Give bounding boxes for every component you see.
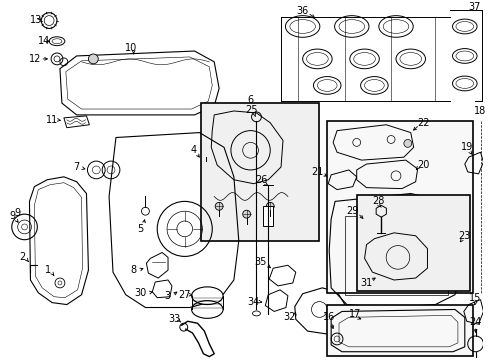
Text: 19: 19 xyxy=(460,142,472,152)
Circle shape xyxy=(88,54,98,64)
Text: 16: 16 xyxy=(323,312,335,322)
Bar xyxy=(263,206,273,226)
Text: 9: 9 xyxy=(10,211,16,221)
Text: 31: 31 xyxy=(360,278,372,288)
Circle shape xyxy=(266,202,274,210)
Circle shape xyxy=(215,202,223,210)
Text: 32: 32 xyxy=(283,312,295,322)
Text: 22: 22 xyxy=(416,118,429,128)
Text: 36: 36 xyxy=(296,6,308,16)
Text: 9: 9 xyxy=(15,208,20,218)
Text: 3: 3 xyxy=(163,291,170,301)
Text: 14: 14 xyxy=(38,36,50,46)
Circle shape xyxy=(403,139,411,147)
Text: 26: 26 xyxy=(255,175,267,185)
Bar xyxy=(326,305,472,356)
Text: 12: 12 xyxy=(29,54,41,64)
Text: 35: 35 xyxy=(254,257,266,267)
Bar xyxy=(344,216,447,295)
Text: 15: 15 xyxy=(468,293,481,303)
Text: 8: 8 xyxy=(130,265,137,275)
Text: 37: 37 xyxy=(468,2,480,12)
Text: 33: 33 xyxy=(168,314,181,324)
Text: 24: 24 xyxy=(468,317,481,327)
Text: 29: 29 xyxy=(346,206,358,216)
Circle shape xyxy=(242,210,250,218)
Text: 11: 11 xyxy=(46,115,58,125)
Text: 17: 17 xyxy=(348,309,360,319)
Text: 1: 1 xyxy=(45,265,51,275)
Text: 30: 30 xyxy=(134,288,146,298)
Text: 18: 18 xyxy=(473,106,486,116)
Text: 5: 5 xyxy=(137,224,143,234)
Text: 27: 27 xyxy=(178,290,191,300)
Text: 25: 25 xyxy=(245,105,257,115)
Text: 28: 28 xyxy=(371,197,384,206)
Bar xyxy=(201,103,319,241)
Text: 4: 4 xyxy=(190,145,196,155)
Ellipse shape xyxy=(191,287,223,305)
Bar xyxy=(356,194,469,291)
Text: 23: 23 xyxy=(458,231,470,241)
Text: 13: 13 xyxy=(30,15,42,24)
Text: 21: 21 xyxy=(310,167,323,177)
Text: 6: 6 xyxy=(247,95,253,105)
Text: 2: 2 xyxy=(20,252,26,262)
Text: 10: 10 xyxy=(124,43,137,53)
Text: 34: 34 xyxy=(247,297,259,307)
Bar xyxy=(326,121,472,293)
Text: 20: 20 xyxy=(416,160,429,170)
Text: 7: 7 xyxy=(73,162,80,172)
